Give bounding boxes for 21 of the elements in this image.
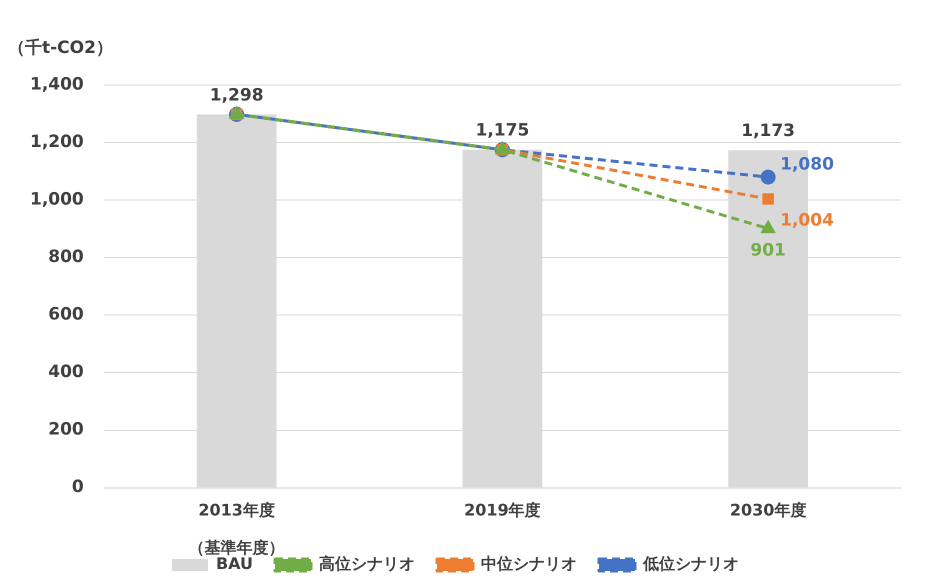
y-tick-label: 800 [48, 247, 84, 268]
legend-label: 高位シナリオ [319, 554, 416, 574]
y-tick-label: 400 [48, 362, 84, 382]
data-label: 901 [750, 240, 786, 260]
y-axis-title: （千t-CO2） [8, 38, 113, 58]
data-label: 1,175 [475, 120, 530, 141]
data-label: 1,173 [741, 121, 796, 142]
data-label: 1,298 [210, 85, 264, 106]
x-tick-label: 2013年度 [198, 500, 275, 520]
y-tick-label: 1,000 [30, 190, 84, 210]
data-label: 1,004 [780, 210, 834, 230]
x-tick-label: 2030年度 [730, 500, 806, 520]
data-label: 1,080 [780, 154, 834, 174]
y-tick-label: 1,400 [30, 74, 84, 94]
x-tick-label: 2019年度 [464, 500, 541, 520]
y-tick-label: 600 [48, 304, 84, 325]
legend-label: 中位シナリオ [481, 554, 578, 574]
y-tick-label: 1,200 [30, 132, 84, 152]
y-tick-label: 0 [72, 477, 84, 498]
y-tick-label: 200 [48, 420, 84, 440]
legend-label: 低位シナリオ [642, 554, 740, 574]
